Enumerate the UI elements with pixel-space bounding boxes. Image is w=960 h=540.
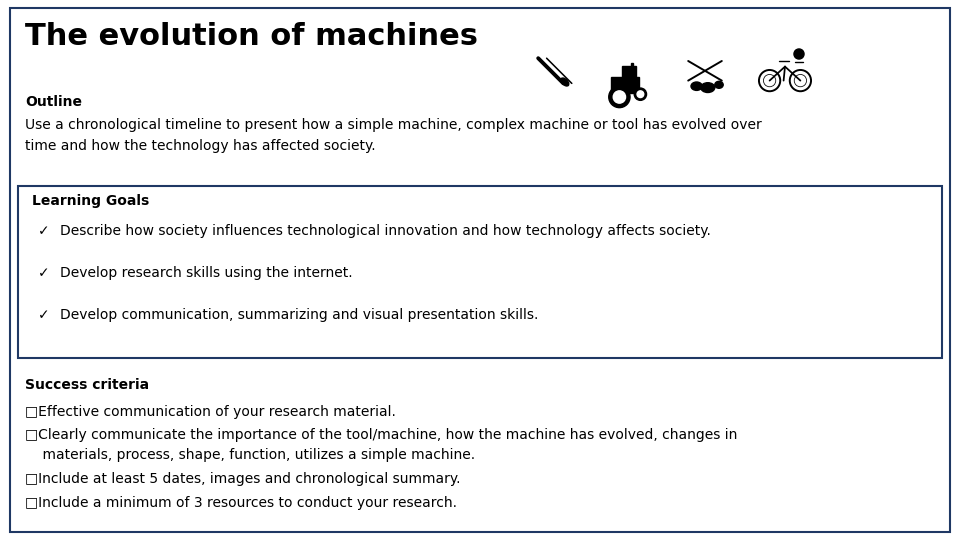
Circle shape [794, 49, 804, 59]
Circle shape [637, 91, 644, 98]
Bar [611, 77, 639, 93]
Text: □Include at least 5 dates, images and chronological summary.: □Include at least 5 dates, images and ch… [25, 472, 461, 486]
Ellipse shape [715, 82, 723, 89]
Text: Use a chronological timeline to present how a simple machine, complex machine or: Use a chronological timeline to present … [25, 118, 761, 153]
Text: The evolution of machines: The evolution of machines [25, 22, 478, 51]
Text: Describe how society influences technological innovation and how technology affe: Describe how society influences technolo… [60, 224, 710, 238]
Text: ✓: ✓ [38, 266, 50, 280]
Text: □Effective communication of your research material.: □Effective communication of your researc… [25, 405, 396, 419]
Text: Develop research skills using the internet.: Develop research skills using the intern… [60, 266, 352, 280]
Text: ✓: ✓ [38, 224, 50, 238]
Circle shape [635, 88, 647, 100]
Ellipse shape [701, 83, 715, 92]
Text: Success criteria: Success criteria [25, 378, 149, 392]
Text: Develop communication, summarizing and visual presentation skills.: Develop communication, summarizing and v… [60, 308, 539, 322]
Bar [18, 186, 942, 358]
Circle shape [613, 91, 626, 103]
Text: □Include a minimum of 3 resources to conduct your research.: □Include a minimum of 3 resources to con… [25, 496, 457, 510]
Text: ✓: ✓ [38, 308, 50, 322]
Bar [631, 63, 634, 77]
Text: Outline: Outline [25, 95, 82, 109]
Circle shape [609, 86, 630, 107]
Ellipse shape [561, 78, 568, 86]
Bar [622, 66, 636, 77]
Text: □Clearly communicate the importance of the tool/machine, how the machine has evo: □Clearly communicate the importance of t… [25, 428, 737, 462]
Text: Learning Goals: Learning Goals [32, 194, 149, 208]
Ellipse shape [691, 82, 702, 90]
